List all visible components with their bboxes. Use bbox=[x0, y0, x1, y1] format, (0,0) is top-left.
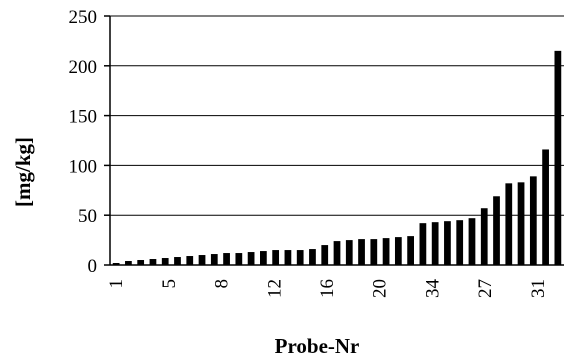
x-tick-label: 12 bbox=[264, 279, 285, 298]
axes bbox=[104, 15, 564, 266]
bar bbox=[333, 241, 341, 265]
bar bbox=[309, 249, 316, 265]
x-tick-label: 31 bbox=[528, 279, 549, 298]
x-tick-labels: 1 5 8 12 16 20 34 27 31 bbox=[106, 279, 549, 299]
y-tick-label: 150 bbox=[69, 107, 98, 128]
y-tick-label: 50 bbox=[78, 206, 97, 227]
bar bbox=[125, 261, 132, 265]
bar bbox=[505, 183, 513, 265]
bar bbox=[468, 218, 476, 265]
bar bbox=[394, 237, 402, 265]
bar bbox=[370, 239, 378, 265]
bar bbox=[161, 258, 169, 265]
bar bbox=[480, 208, 488, 265]
bar bbox=[345, 240, 353, 265]
gridlines bbox=[110, 15, 564, 216]
bar bbox=[174, 257, 181, 265]
bar bbox=[529, 176, 537, 265]
bar bbox=[419, 223, 427, 265]
x-axis-title: Probe-Nr bbox=[275, 334, 360, 358]
bar bbox=[112, 263, 120, 265]
bar bbox=[542, 149, 549, 265]
bar bbox=[407, 236, 414, 265]
bar bbox=[223, 253, 230, 265]
bar bbox=[284, 250, 292, 265]
x-tick-label: 34 bbox=[422, 279, 443, 299]
bar bbox=[431, 222, 439, 265]
bar bbox=[198, 255, 206, 265]
y-tick-label: 100 bbox=[69, 156, 98, 177]
y-tick-label: 200 bbox=[69, 57, 98, 78]
bars bbox=[112, 50, 562, 265]
bar bbox=[149, 259, 157, 265]
bar bbox=[186, 256, 194, 265]
bar bbox=[358, 239, 365, 265]
x-tick-label: 5 bbox=[159, 279, 180, 289]
y-axis-title: [mg/kg] bbox=[11, 137, 35, 207]
bar bbox=[272, 250, 280, 265]
bar bbox=[296, 250, 304, 265]
bar bbox=[456, 220, 464, 265]
y-tick-label: 0 bbox=[88, 256, 98, 277]
bar bbox=[260, 251, 267, 265]
bar bbox=[321, 245, 329, 265]
bar bbox=[210, 254, 218, 265]
bar bbox=[493, 196, 500, 265]
x-tick-label: 16 bbox=[317, 279, 338, 298]
x-tick-label: 8 bbox=[212, 279, 233, 289]
y-tick-labels: 0 50 100 150 200 250 bbox=[69, 7, 98, 277]
bar bbox=[382, 238, 390, 265]
bar bbox=[517, 182, 525, 265]
x-tick-label: 20 bbox=[370, 279, 391, 298]
bar bbox=[444, 221, 451, 265]
bar bbox=[235, 253, 243, 265]
bar bbox=[247, 252, 255, 265]
bar bbox=[554, 50, 562, 265]
bar bbox=[137, 260, 145, 265]
x-tick-label: 1 bbox=[106, 279, 127, 289]
x-tick-label: 27 bbox=[475, 279, 496, 298]
y-tick-label: 250 bbox=[69, 7, 98, 28]
